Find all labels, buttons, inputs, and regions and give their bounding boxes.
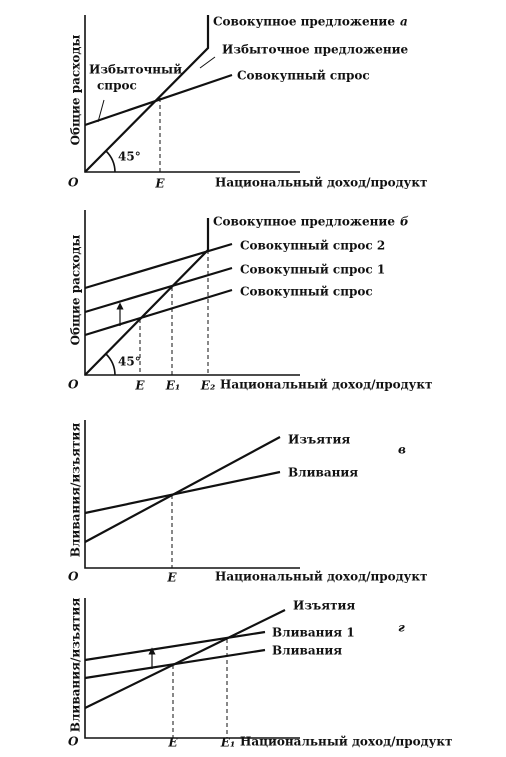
x-axis-label: Национальный доход/продукт — [220, 378, 432, 392]
y-axis-label: Вливания/изъятия — [69, 423, 83, 558]
dashed-lines — [139, 250, 209, 375]
y-axis-label: Общие расходы — [69, 235, 83, 346]
line-label: Совокупное предложение — [213, 215, 395, 229]
line-label: Избыточное предложение — [222, 43, 409, 57]
panel-letter: в — [398, 443, 406, 457]
panel-a: а Общие расходы Национальный доход/проду… — [68, 15, 427, 191]
supply-line — [84, 218, 210, 376]
line-label: Изъятия — [288, 433, 350, 447]
angle-label: 45° — [118, 150, 141, 164]
supply-line — [84, 15, 210, 173]
y-axis-label: Общие расходы — [69, 35, 83, 146]
point-label: E — [167, 736, 178, 750]
line-label: Совокупный спрос — [237, 69, 370, 83]
panel-letter: б — [400, 215, 409, 229]
withdrawals-line — [84, 609, 286, 709]
origin: O — [68, 176, 79, 190]
axes — [84, 598, 300, 739]
point-label: E₂ — [200, 379, 215, 393]
injections-line — [84, 470, 281, 515]
origin: O — [68, 570, 79, 584]
x-axis-label: Национальный доход/продукт — [240, 735, 452, 749]
line-label: Вливания — [272, 644, 342, 658]
pointer — [199, 56, 216, 69]
injections-line — [84, 648, 266, 680]
demand-line — [84, 73, 233, 127]
angle-label: 45° — [118, 355, 141, 369]
origin: O — [68, 735, 79, 749]
dashed-lines — [172, 639, 228, 738]
panel-c: в Вливания/изъятия Национальный доход/пр… — [68, 420, 427, 585]
y-axis-label: Вливания/изъятия — [69, 598, 83, 733]
annotation: спрос — [97, 79, 137, 93]
x-axis-label: Национальный доход/продукт — [215, 176, 427, 190]
withdrawals-line — [84, 436, 281, 543]
point-label: E — [134, 379, 145, 393]
demand-line — [84, 288, 233, 337]
line-label: Совокупный спрос 1 — [240, 263, 385, 277]
line-label: Совокупный спрос 2 — [240, 239, 385, 253]
line-label: Совокупное предложение — [213, 15, 395, 29]
annotation: Избыточный — [89, 63, 182, 77]
line-label: Вливания — [288, 466, 358, 480]
point-label: E — [166, 571, 177, 585]
origin: O — [68, 378, 79, 392]
panel-d: г Вливания/изъятия Национальный доход/пр… — [68, 598, 452, 750]
line-label: Изъятия — [293, 599, 355, 613]
panel-letter: г — [398, 621, 405, 635]
point-label: E₁ — [165, 379, 180, 393]
panel-b: б Общие расходы Национальный доход/проду… — [68, 210, 432, 393]
line-label: Совокупный спрос — [240, 285, 373, 299]
angle-arc — [105, 353, 116, 376]
demand-line-2 — [84, 242, 233, 290]
axes — [84, 420, 300, 569]
axes — [84, 15, 300, 173]
panel-letter: а — [400, 15, 408, 29]
angle-arc — [105, 150, 116, 173]
demand-line-1 — [84, 266, 233, 314]
pointer — [97, 99, 105, 123]
x-axis-label: Национальный доход/продукт — [215, 570, 427, 584]
injections-line-1 — [84, 630, 266, 662]
line-label: Вливания 1 — [272, 626, 355, 640]
point-label: E — [154, 177, 165, 191]
point-label: E₁ — [220, 736, 235, 750]
